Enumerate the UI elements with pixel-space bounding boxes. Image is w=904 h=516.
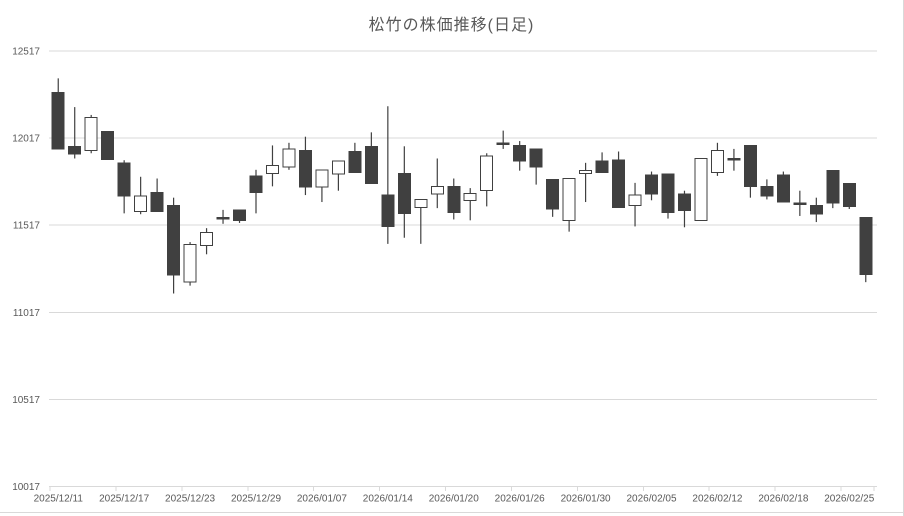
- candle-body-2026/02/10: [694, 157, 708, 221]
- candle-body-2025/12/29: [249, 175, 263, 193]
- candle-body-2026/01/14: [381, 194, 395, 227]
- candle-body-2026/01/20: [447, 185, 461, 213]
- x-axis-label: 2026/02/12: [692, 494, 742, 505]
- candle-body-2026/01/27: [529, 148, 543, 168]
- candle-body-2026/01/28: [546, 178, 560, 210]
- x-axis-label: 2026/02/18: [758, 494, 808, 505]
- x-axis-label: 2025/12/23: [165, 494, 215, 505]
- candle-body-2026/01/30: [579, 170, 593, 174]
- candle-body-2026/02/17: [760, 185, 774, 197]
- candle-body-2026/01/21: [463, 192, 477, 201]
- candle-body-2026/01/19: [430, 185, 444, 195]
- x-axis-label: 2025/12/17: [99, 494, 149, 505]
- candle-body-2026/01/08: [331, 160, 345, 175]
- candle-body-2026/01/16: [414, 198, 428, 208]
- candle-body-2026/02/02: [595, 160, 609, 173]
- x-axis-label: 2026/01/30: [561, 494, 611, 505]
- candle-body-2025/12/15: [84, 117, 98, 152]
- x-axis-label: 2026/01/14: [363, 494, 413, 505]
- x-axis-label: 2026/01/26: [495, 494, 545, 505]
- candle-body-2025/12/26: [233, 209, 247, 221]
- candle-body-2026/02/06: [661, 173, 675, 213]
- candle-body-2026/01/13: [364, 145, 378, 185]
- candle-body-2026/01/26: [513, 144, 527, 162]
- x-axis-label: 2026/01/20: [429, 494, 479, 505]
- candle-body-2025/12/25: [216, 217, 230, 220]
- y-axis-label: 12517: [12, 47, 40, 58]
- candle-body-2026/01/05: [282, 148, 296, 168]
- candle-body-2025/12/19: [150, 191, 164, 213]
- candle-body-2025/12/23: [183, 244, 197, 283]
- x-axis-label: 2026/02/05: [626, 494, 676, 505]
- candle-body-2026/02/13: [727, 157, 741, 161]
- y-axis-label: 12017: [12, 134, 40, 145]
- candle-body-2026/01/07: [315, 169, 329, 188]
- x-axis-label: 2026/02/25: [824, 494, 874, 505]
- candle-body-2025/12/18: [134, 195, 148, 213]
- candle-body-2026/01/15: [397, 172, 411, 214]
- candle-body-2026/01/23: [496, 142, 510, 146]
- candle-body-2026/02/18: [776, 174, 790, 203]
- candle-body-2025/12/30: [265, 164, 279, 174]
- candle-body-2026/02/04: [628, 194, 642, 207]
- y-axis-label: 10517: [12, 395, 40, 406]
- y-axis-label: 11017: [13, 308, 41, 319]
- candle-body-2026/02/20: [809, 205, 823, 215]
- candle-body-2026/02/05: [645, 174, 659, 195]
- candle-body-2026/02/24: [826, 170, 840, 204]
- candle-body-2026/01/06: [298, 150, 312, 188]
- candle-body-2026/02/26: [859, 217, 873, 275]
- candle-body-2026/02/09: [677, 193, 691, 212]
- x-axis-label: 2025/12/11: [34, 494, 84, 505]
- y-axis-label: 10017: [12, 482, 40, 493]
- y-axis-label: 11517: [13, 221, 41, 232]
- candle-body-2026/02/16: [743, 144, 757, 187]
- candle-body-2025/12/24: [200, 232, 214, 247]
- candle-body-2026/02/03: [612, 159, 626, 208]
- candle-body-2026/02/25: [842, 183, 856, 207]
- x-axis-label: 2026/01/07: [297, 494, 347, 505]
- chart-title: 松竹の株価推移(日足): [368, 17, 535, 34]
- candle-body-2026/02/12: [710, 150, 724, 173]
- candle-body-2026/01/29: [562, 178, 576, 221]
- window-bottom-divider: [0, 512, 903, 513]
- candle-body-2026/01/09: [348, 151, 362, 173]
- candle-body-2025/12/22: [167, 205, 181, 276]
- candle-body-2025/12/16: [101, 130, 115, 160]
- x-axis-label: 2025/12/29: [231, 494, 281, 505]
- candle-body-2025/12/17: [117, 162, 131, 197]
- candle-body-2026/01/22: [480, 155, 494, 192]
- candle-body-2026/02/19: [793, 202, 807, 205]
- candle-body-2025/12/11: [51, 91, 65, 150]
- candle-body-2025/12/12: [68, 145, 82, 155]
